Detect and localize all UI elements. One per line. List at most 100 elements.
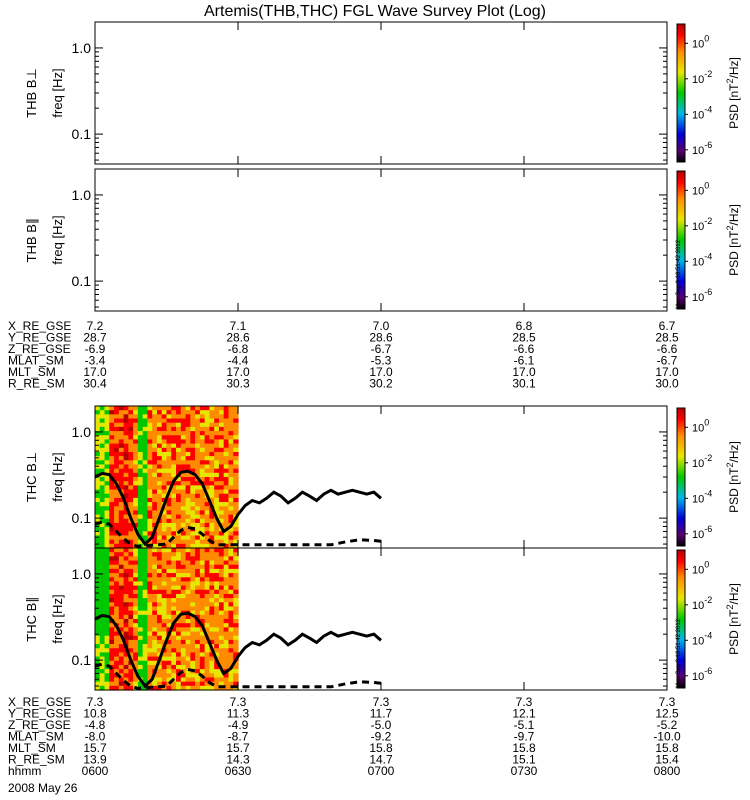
spectrogram-cell [95, 564, 101, 570]
spectrogram-cell [152, 493, 158, 499]
spectrogram-cell [152, 652, 158, 658]
spectrogram-cell [176, 619, 182, 624]
spectrogram-cell [233, 464, 239, 470]
spectrogram-cell [109, 451, 115, 457]
spectrogram-cell [223, 589, 230, 595]
spectrogram-cell [133, 522, 139, 528]
ephemeris-value: 30.3 [226, 377, 250, 391]
spectrogram-cell [133, 619, 139, 624]
spectrogram-cell [133, 577, 139, 583]
spectrogram-cell [114, 543, 120, 549]
spectrogram-cell [195, 456, 201, 461]
spectrogram-cell [156, 644, 163, 649]
spectrogram-cell [199, 556, 206, 562]
spectrogram-cell [118, 610, 125, 616]
spectrogram-cell [114, 418, 120, 424]
spectrogram-cell [199, 493, 206, 499]
spectrogram-cell [223, 598, 230, 603]
spectrogram-cell [128, 535, 134, 541]
spectrogram-cell [104, 489, 110, 495]
spectrogram-cell [223, 623, 230, 628]
psd-colorbar [676, 23, 686, 163]
spectrogram-cell [223, 681, 230, 687]
spectrogram-cell [195, 577, 201, 583]
spectrogram-cell [161, 669, 168, 674]
spectrogram-cell [95, 510, 101, 516]
spectrogram-cell [114, 589, 120, 595]
spectrogram-cell [204, 619, 210, 624]
spectrogram-cell [152, 447, 158, 453]
spectrogram-cell [223, 468, 230, 474]
spectrogram-cell [218, 560, 225, 566]
spectrogram-cell [195, 443, 201, 449]
spectrogram-cell [137, 552, 144, 557]
spectrogram-cell [176, 502, 182, 507]
spectrogram-cell [128, 497, 134, 503]
spectrogram-cell [185, 527, 191, 532]
ephemeris-value: 12.5 [655, 707, 679, 721]
spectrogram-cell [228, 593, 234, 599]
spectrogram-cell [190, 535, 196, 541]
spectrogram-cell [128, 664, 134, 670]
spectrogram-cell [209, 468, 215, 474]
spectrogram-cell [171, 573, 177, 578]
spectrogram-cell [223, 568, 230, 574]
spectrogram-cell [123, 510, 129, 516]
spectrogram-cell [233, 598, 239, 603]
spectrogram-cell [161, 677, 168, 683]
spectrogram-cell [156, 447, 163, 453]
spectrogram-cell [190, 560, 196, 566]
spectrogram-cell [190, 573, 196, 578]
spectrogram-cell [199, 502, 206, 507]
ephemeris-value: 7.3 [87, 695, 104, 709]
spectrogram-cell [123, 677, 129, 683]
spectrogram-cell [142, 573, 149, 578]
spectrogram-cell [190, 431, 196, 436]
spectrogram-cell [99, 635, 106, 641]
spectrogram-cell [199, 414, 206, 420]
spectrogram-cell [214, 602, 220, 608]
spectrogram-cell [114, 502, 120, 507]
spectrogram-cell [214, 669, 220, 674]
spectrogram-cell [147, 660, 153, 666]
spectrogram-cell [104, 652, 110, 658]
spectrogram-cell [218, 414, 225, 420]
spectrogram-cell [185, 648, 191, 654]
spectrogram-cell [133, 447, 139, 453]
spectrogram-cell [142, 464, 149, 470]
ephemeris-value: 12.1 [512, 707, 536, 721]
spectrogram-cell [123, 456, 129, 461]
spectrogram-cell [114, 581, 120, 587]
spectrogram-cell [99, 535, 106, 541]
spectrogram-cell [223, 581, 230, 587]
spectrogram-cell [137, 493, 144, 499]
spectrogram-cell [185, 531, 191, 537]
spectrogram-cell [99, 506, 106, 512]
spectrogram-cell [185, 652, 191, 658]
spectrogram-cell [109, 493, 115, 499]
spectrogram-cell [190, 610, 196, 616]
spectrogram-cell [180, 677, 187, 683]
spectrogram-cell [176, 635, 182, 641]
spectrogram-cell [190, 681, 196, 687]
spectrogram-cell [156, 602, 163, 608]
spectrogram-cell [223, 464, 230, 470]
spectrogram-cell [223, 493, 230, 499]
spectrogram-cell [95, 568, 101, 574]
spectrogram-cell [123, 669, 129, 674]
spectrogram-cell [199, 406, 206, 411]
spectrogram-cell [166, 614, 172, 620]
spectrogram-cell [147, 531, 153, 537]
spectrogram-cell [128, 685, 134, 691]
spectrogram-cell [166, 568, 172, 574]
spectrogram-cell [147, 568, 153, 574]
spectrogram-cell [152, 593, 158, 599]
spectrogram-cell [171, 464, 177, 470]
spectrogram-cell [95, 539, 101, 545]
spectrogram-cell [171, 669, 177, 674]
ephemeris-value: 11.7 [370, 707, 393, 721]
spectrogram-cell [204, 644, 210, 649]
spectrogram-cell [199, 669, 206, 674]
spectrogram-cell [104, 422, 110, 428]
spectrogram-cell [214, 535, 220, 541]
